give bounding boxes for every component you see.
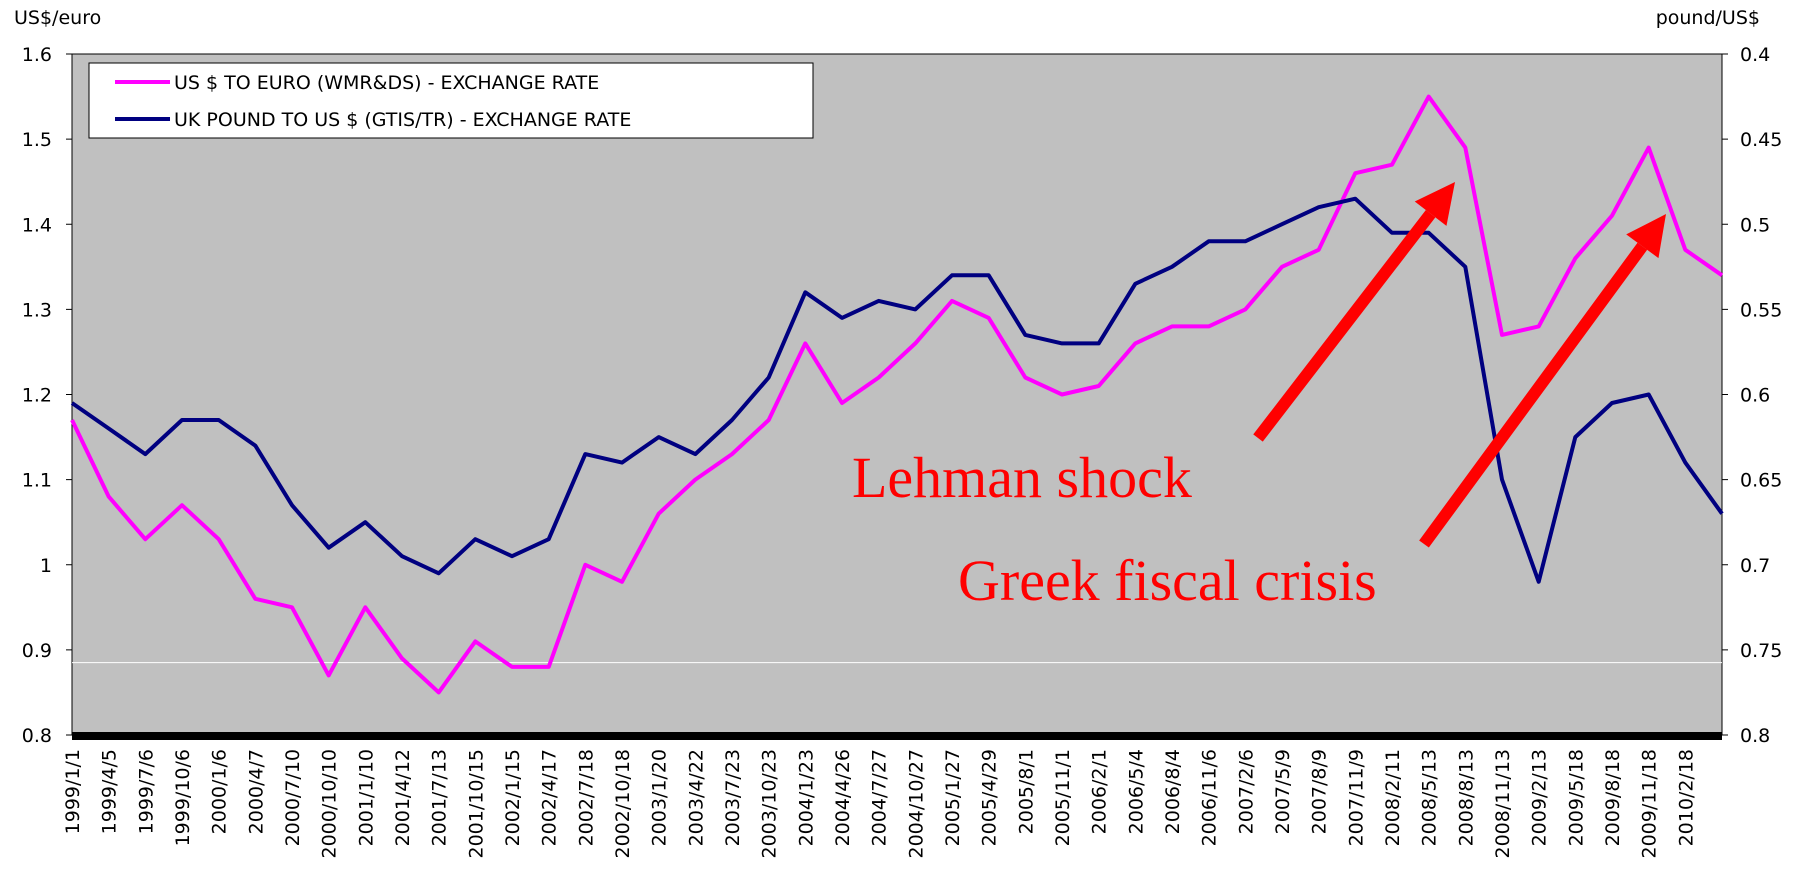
x-tick-label: 2008/2/11: [1382, 749, 1404, 846]
y2-tick-label: 0.8: [1740, 725, 1770, 747]
x-tick-label: 2007/2/6: [1235, 749, 1257, 834]
series-line: [70, 94, 1724, 695]
x-tick-label: 1999/7/6: [135, 749, 157, 834]
y2-tick-label: 0.6: [1740, 385, 1770, 407]
legend-label: US $ TO EURO (WMR&DS) - EXCHANGE RATE: [174, 72, 599, 94]
y2-tick-label: 0.5: [1740, 214, 1770, 236]
x-tick-label: 2002/7/18: [575, 749, 597, 846]
x-tick-label: 2004/10/27: [905, 749, 927, 859]
x-tick-label: 2005/4/29: [979, 749, 1001, 846]
y2-axis-label: pound/US$: [1656, 7, 1760, 29]
x-tick-label: 2004/7/27: [869, 749, 891, 846]
x-tick-label: 2003/4/22: [685, 749, 707, 846]
arrow-shaft: [1419, 242, 1648, 548]
x-tick-label: 2003/10/23: [759, 749, 781, 859]
y-tick-label: 1: [40, 555, 52, 577]
x-tick-label: 2000/4/7: [245, 749, 267, 834]
y2-tick-label: 0.4: [1740, 44, 1770, 66]
x-tick-label: 1999/4/5: [99, 749, 121, 834]
y2-tick-label: 0.55: [1740, 299, 1782, 321]
x-tick-label: 2008/11/13: [1492, 749, 1514, 859]
x-tick-label: 2006/11/6: [1199, 749, 1221, 846]
x-tick-label: 2006/5/4: [1125, 749, 1147, 834]
y-tick-label: 1.2: [22, 385, 52, 407]
y2-tick-label: 0.7: [1740, 555, 1770, 577]
arrow-head: [1414, 182, 1455, 226]
y-axis-label: US$/euro: [14, 7, 101, 29]
x-tick-label: 2003/7/23: [722, 749, 744, 846]
x-tick-label: 2009/2/13: [1529, 749, 1551, 846]
x-tick-label: 2001/1/10: [355, 749, 377, 846]
x-tick-label: 1999/10/6: [172, 749, 194, 846]
x-tick-label: 2002/4/17: [539, 749, 561, 846]
x-tick-label: 2002/1/15: [502, 749, 524, 846]
x-tick-label: 2004/4/26: [832, 749, 854, 846]
x-tick-label: 2005/11/1: [1052, 749, 1074, 846]
y-tick-label: 1.1: [22, 470, 52, 492]
arrow-shaft: [1253, 210, 1436, 442]
x-tick-label: 2000/7/10: [282, 749, 304, 846]
x-tick-label: 2001/7/13: [429, 749, 451, 846]
x-tick-label: 2007/8/9: [1309, 749, 1331, 834]
x-tick-label: 2007/11/9: [1345, 749, 1367, 846]
x-tick-label: 2003/1/20: [649, 749, 671, 846]
x-tick-label: 2002/10/18: [612, 749, 634, 859]
x-tick-label: 2000/1/6: [209, 749, 231, 834]
x-tick-label: 2009/11/18: [1639, 749, 1661, 859]
series-line: [70, 196, 1724, 584]
y-tick-label: 1.6: [22, 44, 52, 66]
y-tick-label: 1.4: [22, 214, 52, 236]
x-tick-label: 2007/5/9: [1272, 749, 1294, 834]
x-tick-label: 2006/8/4: [1162, 749, 1184, 834]
plot-area: [71, 53, 1723, 736]
y-tick-label: 0.9: [22, 640, 52, 662]
y-tick-label: 1.5: [22, 129, 52, 151]
y2-tick-label: 0.65: [1740, 470, 1782, 492]
annotation: Lehman shock: [852, 445, 1192, 510]
x-tick-label: 2008/8/13: [1455, 749, 1477, 846]
annotation: Greek fiscal crisis: [958, 548, 1377, 613]
x-tick-label: 1999/1/1: [62, 749, 84, 834]
x-tick-label: 2001/10/15: [465, 749, 487, 859]
legend-box: [88, 62, 814, 139]
y-tick-label: 0.8: [22, 725, 52, 747]
legend-label: UK POUND TO US $ (GTIS/TR) - EXCHANGE RA…: [174, 109, 631, 131]
x-tick-label: 2006/2/1: [1089, 749, 1111, 834]
y-tick-label: 1.3: [22, 299, 52, 321]
x-tick-label: 2010/2/18: [1675, 749, 1697, 846]
x-tick-label: 2005/8/1: [1015, 749, 1037, 834]
y2-tick-label: 0.45: [1740, 129, 1782, 151]
x-tick-label: 2001/4/12: [392, 749, 414, 846]
y2-tick-label: 0.75: [1740, 640, 1782, 662]
x-tick-label: 2000/10/10: [319, 749, 341, 859]
x-tick-label: 2005/1/27: [942, 749, 964, 846]
x-tick-label: 2009/8/18: [1602, 749, 1624, 846]
x-tick-label: 2004/1/23: [795, 749, 817, 846]
x-axis: [72, 732, 1722, 740]
arrow-head: [1626, 214, 1666, 259]
x-tick-label: 2009/5/18: [1565, 749, 1587, 846]
x-tick-label: 2008/5/13: [1419, 749, 1441, 846]
